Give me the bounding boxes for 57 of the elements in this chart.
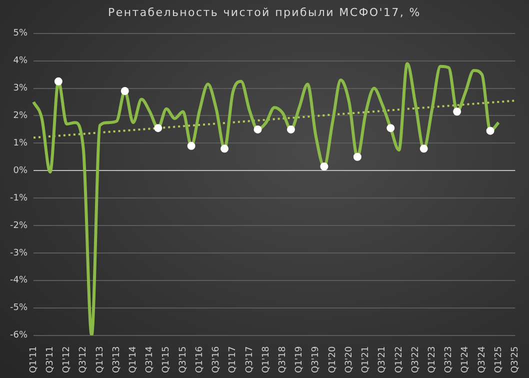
point [220, 144, 229, 153]
x-tick-label: Q3'23 [444, 346, 454, 374]
x-tick-label: Q1'20 [328, 346, 338, 374]
x-tick-label: Q3'19 [311, 346, 322, 374]
x-tick-label: Q3'18 [278, 346, 288, 374]
x-tick-label: Q3'25 [510, 346, 521, 374]
x-tick-label: Q1'14 [128, 346, 139, 374]
chart-title: Рентабельность чистой прибыли МСФО'17, % [107, 6, 422, 19]
point [453, 108, 462, 116]
x-tick-label: Q1'19 [294, 346, 305, 374]
point [154, 124, 162, 132]
point [386, 124, 395, 132]
x-tick-label: Q3'14 [145, 346, 156, 374]
x-tick-label: Q1'12 [62, 346, 72, 374]
point [187, 142, 196, 150]
x-tick-label: Q3'15 [178, 346, 188, 374]
x-tick-label: Q1'21 [361, 346, 372, 374]
point [320, 162, 328, 170]
x-tick-label: Q1'18 [261, 346, 272, 374]
x-tick-label: Q3'17 [244, 346, 255, 374]
point [420, 144, 428, 153]
x-tick-label: Q3'13 [112, 346, 122, 374]
y-tick-label: -6% [10, 330, 28, 341]
y-tick-label: 5% [13, 28, 28, 39]
point [486, 126, 494, 135]
y-tick-label: -3% [10, 248, 28, 258]
point [54, 77, 62, 86]
x-tick-label: Q3'12 [78, 346, 89, 374]
line-series [32, 62, 500, 336]
x-tick-label: Q1'17 [228, 346, 238, 374]
x-tick-label: Q1'11 [28, 346, 39, 374]
y-tick-label: 1% [13, 138, 28, 149]
point [353, 152, 362, 161]
y-tick-label: -1% [10, 193, 28, 204]
y-tick-label: 3% [13, 84, 28, 94]
x-tick-label: Q1'23 [427, 346, 438, 374]
y-tick-label: 0% [13, 166, 28, 176]
y-tick-label: 4% [13, 56, 28, 66]
y-tick-label: -2% [10, 220, 28, 231]
x-tick-label: Q1'22 [394, 346, 404, 374]
x-tick-label: Q3'11 [45, 346, 56, 374]
point [120, 87, 129, 96]
point [286, 125, 295, 134]
x-tick-label: Q1'16 [194, 346, 205, 374]
x-tick-label: Q3'24 [477, 346, 488, 374]
x-tick-label: Q3'16 [212, 346, 222, 374]
x-tick-label: Q1'13 [95, 346, 106, 374]
x-tick-label: Q3'22 [410, 346, 421, 374]
y-tick-label: -5% [10, 303, 28, 314]
x-tick-label: Q3'21 [378, 346, 388, 374]
x-tick-label: Q1'15 [162, 346, 172, 374]
y-tick-label: -4% [10, 276, 28, 286]
point [254, 125, 262, 134]
y-tick-label: 2% [13, 111, 28, 122]
x-tick-label: Q3'20 [344, 346, 354, 374]
x-tick-label: Q1'24 [460, 346, 471, 374]
x-tick-label: Q1'25 [494, 346, 504, 374]
